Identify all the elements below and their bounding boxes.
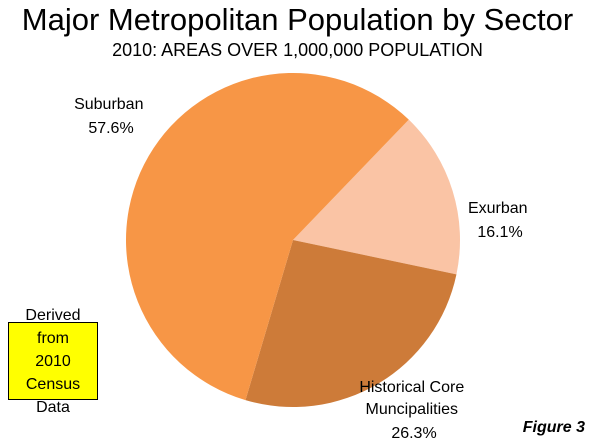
pie-slice-exurban	[293, 119, 461, 275]
slice-label-historical-core-name-line2: Muncipalities	[366, 401, 458, 418]
chart-title: Major Metropolitan Population by Sector	[21, 2, 574, 37]
slice-label-historical-core: Historical Core Muncipalities 26.3%	[359, 379, 468, 442]
pie-slices	[125, 72, 461, 408]
slice-label-historical-core-name-line1: Historical Core	[359, 379, 464, 396]
slice-label-exurban: Exurban 16.1%	[468, 200, 532, 241]
pie-labels: Suburban 57.6% Exurban 16.1% Historical …	[74, 96, 532, 442]
figure-label: Figure 3	[522, 419, 585, 436]
slice-label-suburban-name: Suburban	[74, 96, 143, 113]
source-note-box: Derived from 2010 Census Data	[8, 307, 98, 416]
pie-slice-suburban	[125, 72, 409, 401]
slice-label-exurban-value: 16.1%	[477, 224, 522, 241]
slice-label-suburban-value: 57.6%	[88, 120, 133, 137]
slice-label-historical-core-value: 26.3%	[391, 425, 436, 442]
slice-label-suburban: Suburban 57.6%	[74, 96, 148, 137]
slice-label-exurban-name: Exurban	[468, 200, 528, 217]
pie-slice-historical-core-muncipalities	[245, 240, 457, 408]
chart-subtitle: 2010: AREAS OVER 1,000,000 POPULATION	[112, 40, 483, 60]
